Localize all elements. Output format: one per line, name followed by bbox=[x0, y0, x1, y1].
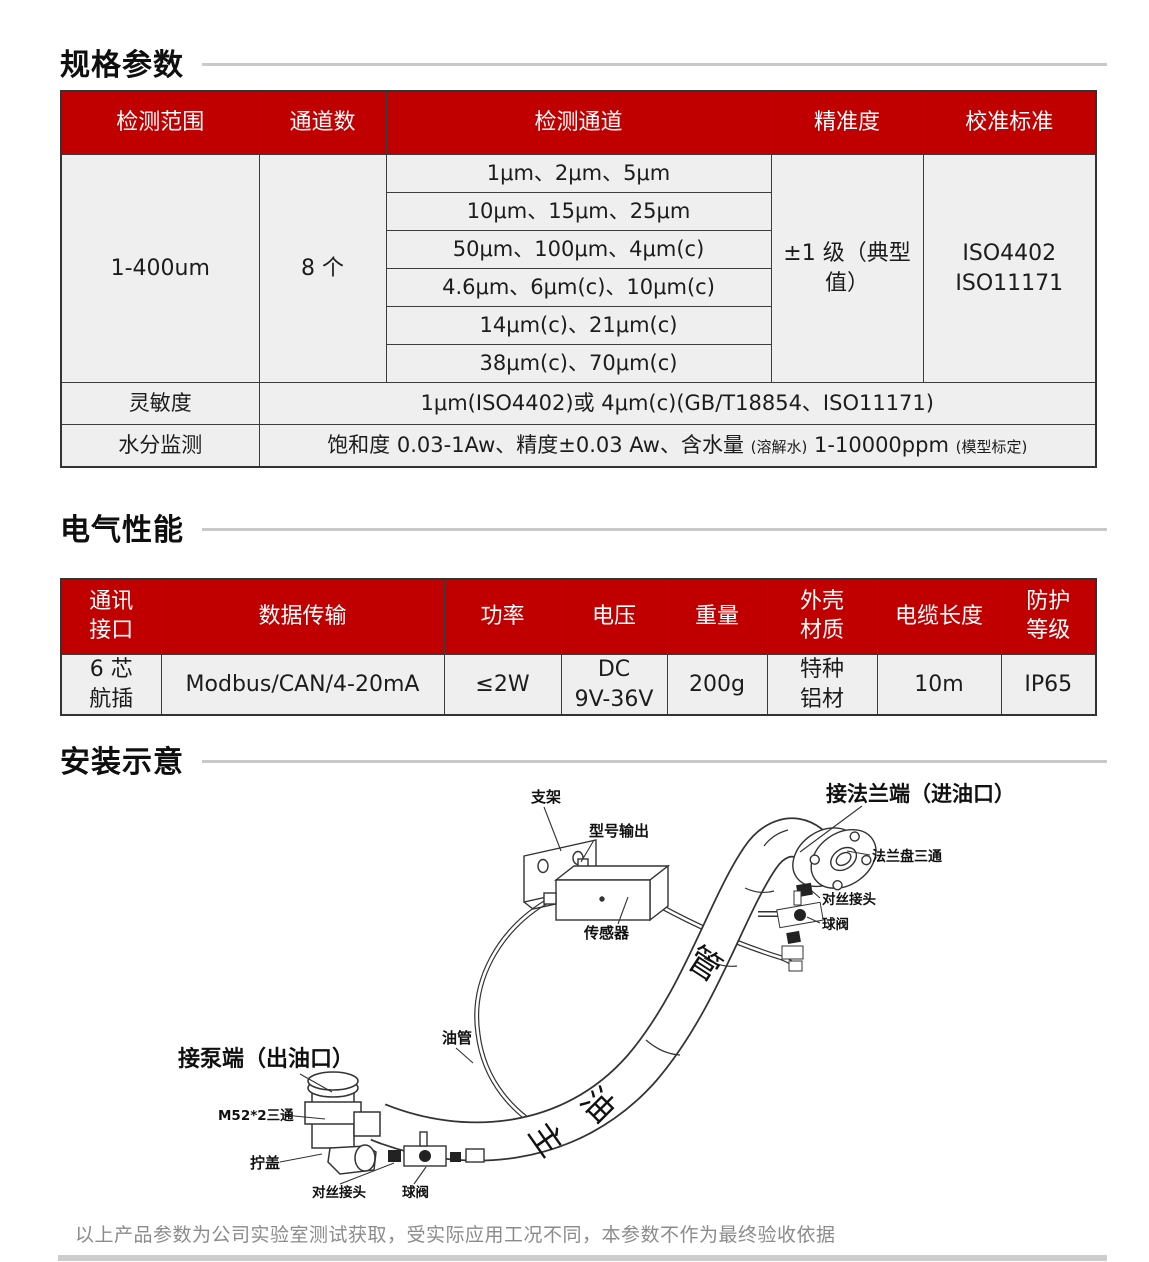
sensor-assembly bbox=[523, 839, 671, 922]
spec-header-channel-count: 通道数 bbox=[258, 90, 387, 155]
moisture-small-1: (溶解水) bbox=[750, 438, 808, 457]
label-pump-end: 接泵端（出油口） bbox=[178, 1047, 354, 1072]
flange-valve-chain bbox=[758, 882, 824, 972]
label-bracket: 支架 bbox=[530, 788, 561, 806]
leader-lines bbox=[279, 805, 871, 1185]
section-divider-line bbox=[202, 62, 1107, 66]
label-ball-valve-left: 球阀 bbox=[402, 1184, 429, 1201]
label-sensor: 传感器 bbox=[583, 924, 630, 942]
elec-housing-value: 特种 铝材 bbox=[766, 654, 878, 716]
moisture-small-2: (模型标定) bbox=[955, 438, 1028, 457]
section-divider-line bbox=[202, 527, 1107, 531]
elec-header-cable: 电缆长度 bbox=[876, 578, 1002, 655]
spec-accuracy-value: ±1 级（典型值） bbox=[770, 154, 924, 383]
elec-header-housing: 外壳 材质 bbox=[766, 578, 878, 655]
section-spec-title: 规格参数 bbox=[60, 48, 184, 83]
section-divider-line bbox=[202, 759, 1107, 763]
footer-disclaimer: 以上产品参数为公司实验室测试获取，受实际应用工况不同，本参数不作为最终验收依据 bbox=[75, 1224, 836, 1246]
pump-valve-chain bbox=[388, 1131, 485, 1167]
label-flange-end: 接法兰端（进油口） bbox=[826, 782, 1015, 806]
spec-channels-3: 50μm、100μm、4μm(c) bbox=[385, 230, 772, 269]
spec-channel-row: 10μm、15μm、25μm bbox=[61, 192, 1096, 231]
elec-voltage-value: DC 9V-36V bbox=[560, 654, 668, 716]
label-m52-tee: M52*2三通 bbox=[218, 1108, 294, 1124]
elec-data-value: Modbus/CAN/4-20mA bbox=[160, 654, 445, 716]
section-electrical-header: 电气性能 bbox=[60, 505, 1107, 549]
label-flange-tee: 法兰盘三通 bbox=[872, 848, 942, 865]
main-pipe-text: 主 油 管 bbox=[521, 938, 729, 1163]
spec-header-channels: 检测通道 bbox=[385, 90, 772, 155]
elec-header-ip: 防护 等级 bbox=[1000, 578, 1097, 655]
label-oil-tube: 油管 bbox=[442, 1029, 472, 1047]
elec-header-power: 功率 bbox=[443, 578, 562, 655]
spec-sensitivity-label: 灵敏度 bbox=[60, 382, 260, 425]
label-screw-cap: 拧盖 bbox=[250, 1154, 280, 1172]
elec-power-value: ≤2W bbox=[443, 654, 562, 716]
section-spec-header: 规格参数 bbox=[60, 40, 1107, 84]
elec-comm-value: 6 芯航插 bbox=[60, 654, 162, 716]
spec-table-header-row: 检测范围 通道数 检测通道 精准度 校准标准 bbox=[60, 90, 1097, 155]
spec-moisture-row: 水分监测 饱和度 0.03-1Aw、精度±0.03 Aw、含水量 (溶解水) 1… bbox=[60, 424, 1097, 468]
diagram-labels: 支架 型号输出 传感器 接法兰端（进油口） 法兰盘三通 对丝接头 球阀 油管 接… bbox=[178, 782, 1015, 1201]
label-union-joint-right: 对丝接头 bbox=[822, 891, 876, 908]
elec-weight-value: 200g bbox=[666, 654, 768, 716]
elec-header-voltage: 电压 bbox=[560, 578, 668, 655]
sensor-box-top bbox=[553, 865, 671, 881]
spec-channels-6: 38μm(c)、70μm(c) bbox=[385, 344, 772, 383]
installation-diagram: 主 油 管 bbox=[178, 782, 1015, 1201]
spec-calibration-value: ISO4402 ISO11171 bbox=[922, 154, 1097, 383]
spec-table: 检测范围 通道数 检测通道 精准度 校准标准 1-400um 8 个 1μm、2… bbox=[60, 90, 1097, 468]
electrical-value-row: 6 芯航插 Modbus/CAN/4-20mA ≤2W DC 9V-36V 200… bbox=[60, 654, 1097, 716]
spec-header-range: 检测范围 bbox=[60, 90, 260, 155]
label-ball-valve-right: 球阀 bbox=[822, 916, 849, 933]
elec-header-data: 数据传输 bbox=[160, 578, 445, 655]
moisture-main-1: 饱和度 0.03-1Aw、精度±0.03 Aw、含水量 bbox=[327, 433, 751, 458]
spec-range-value: 1-400um bbox=[60, 154, 260, 383]
spec-channels-2: 10μm、15μm、25μm bbox=[385, 192, 772, 231]
moisture-main-2: 1-10000ppm bbox=[807, 433, 956, 458]
elec-ip-value: IP65 bbox=[1000, 654, 1097, 716]
elec-header-comm: 通讯 接口 bbox=[60, 578, 162, 655]
electrical-table: 通讯 接口 数据传输 功率 电压 重量 外壳 材质 电缆长度 防护 等级 6 芯航插 … bbox=[60, 578, 1097, 717]
elec-header-weight: 重量 bbox=[666, 578, 768, 655]
section-install-title: 安装示意 bbox=[60, 745, 184, 780]
elec-cable-value: 10m bbox=[876, 654, 1002, 716]
label-signal-output: 型号输出 bbox=[589, 822, 649, 840]
flange-tee-part bbox=[792, 827, 877, 891]
pump-tee-assembly bbox=[304, 1071, 381, 1175]
section-electrical-title: 电气性能 bbox=[60, 513, 184, 548]
spec-header-calibration: 校准标准 bbox=[922, 90, 1097, 155]
spec-channel-row: 4.6μm、6μm(c)、10μm(c) bbox=[61, 268, 1096, 307]
spec-sensitivity-value: 1μm(ISO4402)或 4μm(c)(GB/T18854、ISO11171) bbox=[258, 382, 1097, 425]
spec-channel-row: 1-400um 8 个 1μm、2μm、5μm ±1 级（典型值） ISO440… bbox=[60, 154, 1097, 383]
section-install-header: 安装示意 bbox=[60, 737, 1107, 781]
spec-channels-5: 14μm(c)、21μm(c) bbox=[385, 306, 772, 345]
label-union-joint-left: 对丝接头 bbox=[312, 1184, 366, 1201]
spec-header-accuracy: 精准度 bbox=[770, 90, 924, 155]
spec-moisture-label: 水分监测 bbox=[60, 424, 260, 468]
spec-channel-row: 50μm、100μm、4μm(c) bbox=[61, 230, 1096, 269]
bottom-page-bar bbox=[58, 1255, 1107, 1261]
spec-channel-count-value: 8 个 bbox=[258, 154, 387, 383]
spec-channels-1: 1μm、2μm、5μm bbox=[385, 154, 772, 193]
spec-channels-4: 4.6μm、6μm(c)、10μm(c) bbox=[385, 268, 772, 307]
spec-sensitivity-row: 灵敏度 1μm(ISO4402)或 4μm(c)(GB/T18854、ISO11… bbox=[60, 382, 1097, 425]
electrical-header-row: 通讯 接口 数据传输 功率 电压 重量 外壳 材质 电缆长度 防护 等级 bbox=[60, 578, 1097, 655]
spec-moisture-value: 饱和度 0.03-1Aw、精度±0.03 Aw、含水量 (溶解水) 1-1000… bbox=[258, 424, 1097, 468]
